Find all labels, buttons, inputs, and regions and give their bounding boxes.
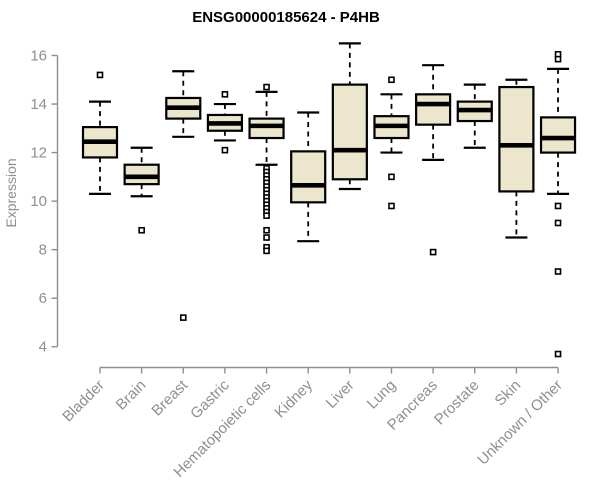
boxplot-prostate	[456, 83, 493, 149]
outlier-point	[263, 234, 270, 241]
x-category-label: Skin	[492, 377, 525, 410]
y-axis-title: Expression	[3, 158, 19, 227]
iqr-box	[498, 85, 535, 193]
chart-title: ENSG00000185624 - P4HB	[192, 9, 380, 26]
outlier-point	[221, 91, 229, 98]
boxplot-bladder	[81, 71, 119, 195]
x-category-label: Brain	[113, 377, 150, 414]
outlier-point	[221, 146, 229, 154]
y-tick-label: 6	[39, 290, 47, 307]
iqr-box	[123, 163, 160, 186]
outlier-point	[554, 350, 562, 358]
outlier-point	[554, 55, 562, 63]
outlier-point	[388, 173, 395, 181]
iqr-box	[331, 83, 368, 181]
y-tick-label: 14	[30, 96, 47, 113]
outlier-point	[388, 76, 395, 84]
boxplot-lung	[373, 76, 410, 210]
y-tick-label: 16	[30, 48, 47, 65]
outlier-point	[429, 248, 437, 256]
boxplot-kidney	[290, 111, 327, 243]
outlier-point	[554, 219, 562, 227]
outlier-point	[263, 83, 270, 91]
y-tick-label: 4	[39, 339, 47, 356]
outlier-point	[263, 226, 270, 234]
iqr-box	[539, 116, 577, 154]
outlier-point	[263, 247, 270, 255]
x-category-label: Lung	[364, 377, 400, 413]
outlier-point	[554, 202, 562, 210]
y-tick-label: 12	[30, 145, 47, 162]
iqr-box	[248, 117, 285, 140]
boxplot-pancreas	[415, 64, 452, 256]
x-category-label: Liver	[323, 377, 358, 412]
y-tick-label: 10	[30, 193, 47, 210]
outlier-point	[388, 202, 395, 210]
boxplot-gastric	[206, 91, 244, 154]
x-category-label: Breast	[148, 376, 191, 419]
outlier-point	[179, 314, 187, 321]
iqr-box	[290, 150, 327, 204]
outlier-point	[554, 268, 562, 275]
outlier-point	[263, 212, 270, 219]
x-category-label: Kidney	[272, 376, 317, 421]
y-tick-label: 8	[39, 242, 47, 259]
boxplot-skin	[498, 78, 535, 239]
boxplot-brain	[123, 146, 160, 234]
y-axis: 4 6 8 10 12 14 16	[30, 48, 59, 356]
x-category-label: Prostate	[431, 377, 483, 429]
boxplot-breast	[165, 70, 202, 321]
x-category-label: Bladder	[59, 377, 108, 426]
boxplot-unknown-other	[539, 50, 577, 358]
iqr-box	[415, 93, 452, 126]
outlier-point	[138, 226, 145, 234]
plot-area: 4 6 8 10 12 14 16 Bladder BrainBreastGastricHema…	[30, 42, 577, 481]
boxplot-liver	[331, 42, 368, 191]
outlier-point	[96, 71, 104, 79]
boxplot-hematopoietic-cells	[248, 83, 285, 255]
